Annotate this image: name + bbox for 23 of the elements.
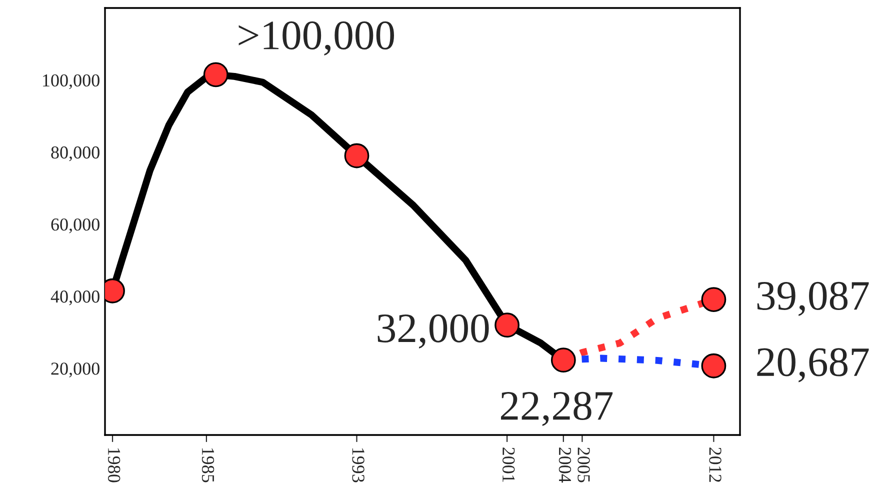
x-tick-label: 1985: [202, 448, 214, 482]
point: [344, 143, 370, 168]
x-tick-label: 2005: [578, 448, 590, 482]
x-tick-label: 1993: [352, 448, 364, 482]
x-tick-label: 2001: [502, 448, 515, 482]
point: [550, 348, 576, 373]
annotation: 32,000: [378, 314, 489, 348]
point: [203, 62, 228, 88]
y-tick-label: 80,000: [51, 146, 100, 162]
annotation: 22,287: [500, 392, 613, 426]
point: [701, 353, 726, 378]
y-tick-label: 40,000: [50, 290, 100, 306]
y-tick-label: 100,000: [43, 74, 100, 90]
annotation: >100,000: [238, 21, 394, 56]
x-tick-label: 2012: [709, 448, 722, 482]
x-tick-label: 2004: [558, 448, 572, 483]
point: [701, 287, 726, 312]
y-tick-label: 60,000: [51, 218, 100, 234]
annotation: 20,687: [757, 348, 869, 382]
x-tick-label: 1980: [108, 448, 120, 482]
y-tick-label: 20,000: [51, 362, 100, 378]
point: [494, 312, 520, 338]
annotation: 39,087: [757, 282, 869, 316]
